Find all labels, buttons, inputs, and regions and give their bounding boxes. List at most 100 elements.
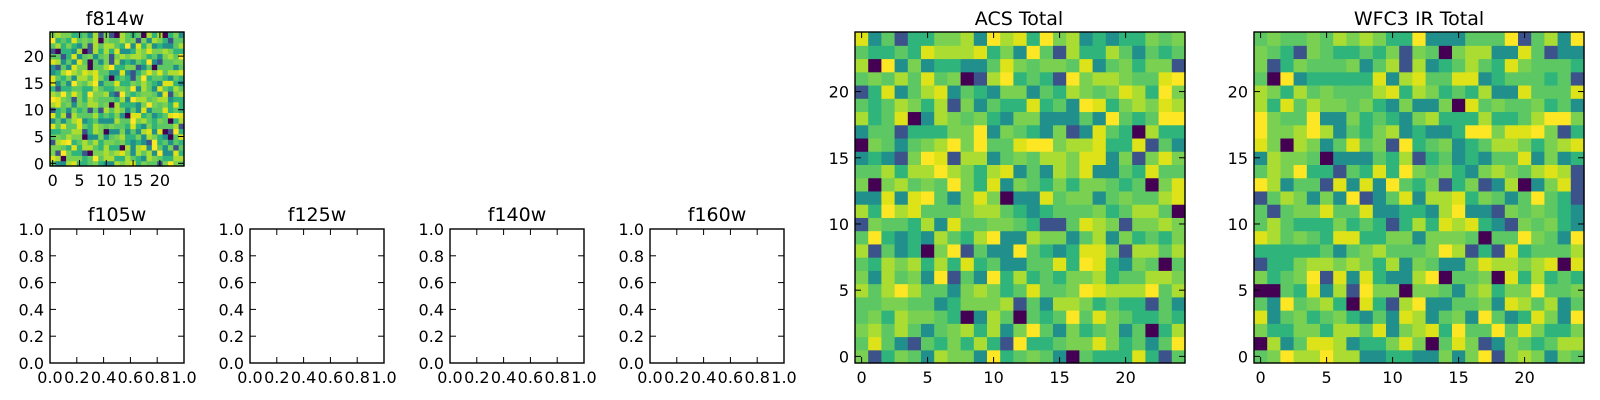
heatmap-cell [881,257,896,271]
heatmap-cell [178,64,185,71]
heatmap-cell [76,117,83,124]
heatmap-cell [881,124,896,139]
heatmap-cell [151,117,158,124]
heatmap-cell [1092,98,1107,113]
heatmap-cell [1119,310,1133,324]
heatmap-cell [55,112,62,119]
heatmap-cell [1320,190,1334,205]
heatmap-cell [1518,243,1532,258]
heatmap-cell [1438,217,1453,232]
heatmap-cell [173,96,180,103]
heatmap-cell [76,123,83,130]
heatmap-cell [1026,71,1041,86]
heatmap-cell [1386,124,1400,139]
heatmap-cell [76,37,83,44]
heatmap-cell [1557,257,1572,271]
heatmap-cell [1132,296,1146,311]
x-tick-label: 0.8 [744,368,769,387]
heatmap-cell [119,48,126,55]
heatmap-cell [1452,71,1466,86]
heatmap-cell [1372,71,1387,86]
heatmap-cell [1066,58,1080,73]
heatmap-cell [960,58,975,73]
heatmap-cell [1000,137,1014,152]
heatmap-cell [1306,84,1321,99]
heatmap-cell [921,45,935,60]
heatmap-cell [1504,71,1519,86]
heatmap-cell [1267,124,1281,139]
heatmap-cell [119,80,126,87]
heatmap-cell [1092,243,1107,258]
heatmap-cell [868,204,882,218]
heatmap-cell [1570,111,1585,126]
heatmap-cell [960,217,975,232]
heatmap-cell [1452,137,1466,152]
heatmap-cell [125,96,131,103]
heatmap-cell [1000,336,1014,351]
x-tick-label: 10 [96,171,116,190]
heatmap-cell [934,190,948,205]
heatmap-cell [921,204,935,218]
heatmap-cell [98,101,105,108]
heatmap-cell [894,58,909,73]
heatmap-cell [157,155,164,162]
heatmap-cell [907,283,922,298]
heatmap-cell [1053,230,1067,245]
heatmap-cell [1105,164,1120,179]
heatmap-cell [1478,151,1493,165]
heatmap-cell [1000,257,1014,271]
heatmap-cell [1280,270,1295,285]
heatmap-cell [921,243,935,258]
heatmap-cell [1531,124,1545,139]
heatmap-cell [157,85,164,92]
heatmap-cell [103,85,110,92]
heatmap-cell [973,323,988,338]
heatmap-cell [151,85,158,92]
heatmap-cell [1039,58,1054,73]
heatmap-cell [1557,310,1572,324]
heatmap-cell [855,323,869,338]
heatmap-cell [1158,217,1173,232]
heatmap-cell [1026,45,1041,60]
heatmap-cell [894,98,909,113]
heatmap-cell [960,257,975,271]
heatmap-cell [1013,164,1028,179]
heatmap-cell [167,112,174,119]
heatmap-cell [141,85,148,92]
heatmap-cell [141,37,148,44]
heatmap-cell [1092,283,1107,298]
heatmap-cell [921,151,935,165]
heatmap-cell [1504,111,1519,126]
x-tick-label: 0.6 [518,368,543,387]
heatmap-cell [71,32,78,38]
heatmap-cell [934,336,948,351]
heatmap-cell [1000,270,1014,285]
heatmap-cell [987,349,1001,364]
heatmap-cell [135,32,142,38]
heatmap-cell [921,323,935,338]
heatmap-cell [868,336,882,351]
heatmap-cell [50,64,56,71]
heatmap-cell [1478,111,1493,126]
heatmap-cell [1372,204,1387,218]
heatmap-cell [1478,230,1493,245]
heatmap-cell [60,160,67,167]
heatmap-cell [1557,58,1572,73]
heatmap-cell [1359,58,1374,73]
heatmap-cell [98,123,105,130]
heatmap-cell [1105,45,1120,60]
heatmap-cell [1320,296,1334,311]
heatmap-cell [87,139,94,146]
heatmap-cell [868,217,882,232]
y-tick-label: 15 [1228,149,1248,168]
heatmap-cell [82,155,89,162]
heatmap-cell [894,230,909,245]
heatmap-image [1254,32,1585,364]
heatmap-cell [119,155,126,162]
heatmap-cell [1452,177,1466,192]
heatmap-cell [87,32,94,38]
heatmap-cell [1039,164,1054,179]
heatmap-cell [125,58,131,65]
heatmap-cell [1465,243,1479,258]
heatmap-cell [167,144,174,151]
